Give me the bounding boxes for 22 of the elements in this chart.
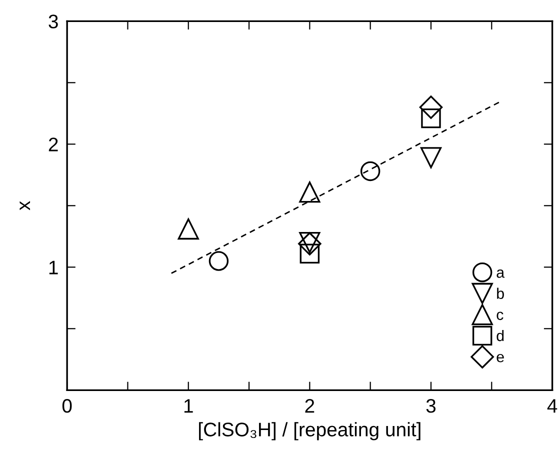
legend-label: b	[497, 288, 504, 299]
point	[299, 182, 320, 203]
legend-label: d	[496, 330, 504, 342]
y-tick-label: 3	[48, 14, 58, 28]
x-axis-title: [ClSO₃H] / [repeating unit]	[199, 422, 420, 440]
legend-label: c	[496, 312, 504, 320]
x-tick-label: 4	[547, 399, 558, 413]
x-tick-label: 2	[305, 398, 314, 413]
point	[208, 251, 229, 271]
y-axis-title: x	[20, 201, 30, 210]
legend-label: e	[496, 354, 504, 362]
point	[178, 218, 199, 240]
y-tick-label: 2	[48, 138, 58, 152]
x-tick-label: 1	[184, 399, 193, 413]
legend-label: a	[496, 269, 505, 278]
point	[419, 96, 443, 119]
x-tick-label: 3	[426, 398, 436, 413]
point	[421, 108, 441, 128]
point	[360, 161, 380, 182]
x-tick-label: 0	[62, 398, 72, 413]
point	[420, 147, 442, 168]
y-tick-label: 1	[49, 260, 58, 274]
